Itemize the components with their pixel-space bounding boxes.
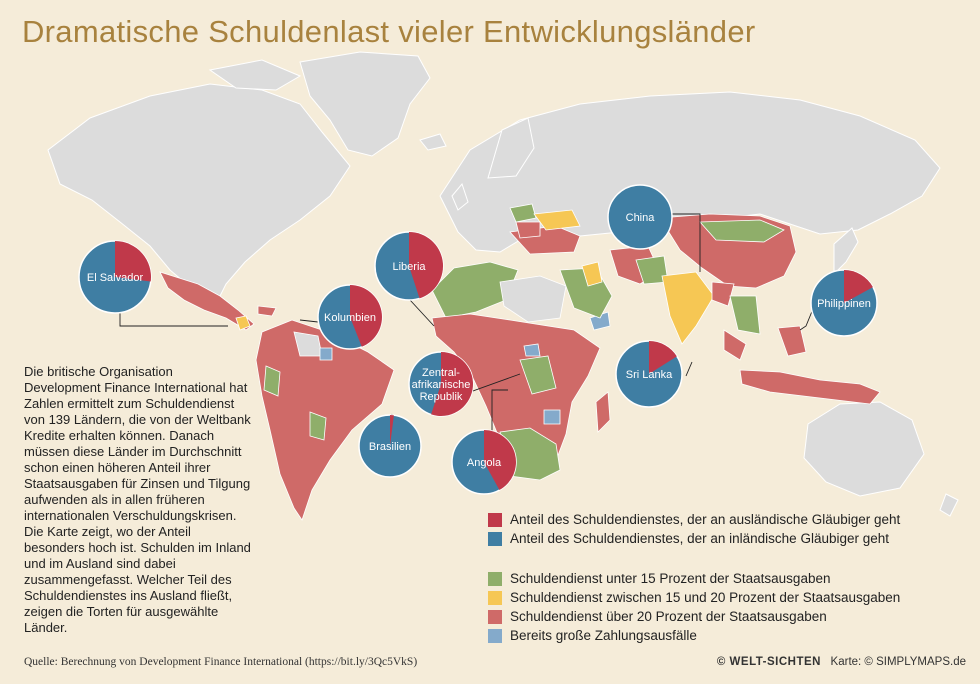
pie-label: Liberia: [392, 261, 426, 273]
japan: [833, 227, 859, 276]
britain: [451, 182, 469, 211]
legend-label: Bereits große Zahlungsausfälle: [510, 628, 697, 643]
legend-item-over-20: Schuldendienst über 20 Prozent der Staat…: [488, 607, 900, 626]
canada-islands: [208, 59, 302, 91]
pie-label: El Salvador: [87, 272, 144, 284]
legend-swatch: [488, 512, 502, 527]
north-america: [47, 83, 351, 309]
category-legend: Schuldendienst unter 15 Prozent der Staa…: [488, 569, 900, 645]
pie-label: Kolumbien: [324, 312, 376, 324]
pie-label: Philippinen: [817, 298, 871, 310]
greenland: [299, 51, 431, 157]
pie-legend: Anteil des Schuldendienstes, der an ausl…: [488, 510, 900, 548]
pie-zentral-afrikanischerepublik: Zentral-afrikanische Republik: [408, 351, 474, 417]
pie-angola: Angola: [451, 429, 517, 495]
page-title: Dramatische Schuldenlast vieler Entwickl…: [22, 14, 756, 49]
legend-label: Schuldendienst über 20 Prozent der Staat…: [510, 609, 827, 624]
source-note: Quelle: Berechnung von Development Finan…: [24, 656, 418, 668]
pie-foreign-share: [484, 430, 517, 491]
map-credit: Karte: © SIMPLYMAPS.de: [830, 656, 966, 668]
pie-label: China: [626, 212, 656, 224]
new-zealand: [939, 493, 959, 517]
legend-swatch: [488, 571, 502, 586]
legend-item-15-20: Schuldendienst zwischen 15 und 20 Prozen…: [488, 588, 900, 607]
eastern-europe: [509, 203, 581, 239]
pie-foreign-share: [431, 352, 474, 416]
central-america: [159, 271, 277, 331]
pie-foreign-share: [409, 232, 444, 299]
legend-swatch: [488, 609, 502, 624]
legend-label: Schuldendienst zwischen 15 und 20 Prozen…: [510, 590, 901, 605]
africa: [431, 261, 611, 481]
pie-label: Zentral-afrikanische Republik: [412, 367, 471, 403]
scandinavia: [487, 117, 535, 179]
pie-foreign-share: [350, 285, 382, 347]
pie-liberia: Liberia: [374, 231, 444, 301]
pie-foreign-share: [844, 270, 873, 303]
pie-charts: El Salvador Liberia Kolumbien Zentral-afrik…: [78, 184, 878, 495]
legend-swatch: [488, 590, 502, 605]
pie-kolumbien: Kolumbien: [317, 284, 383, 350]
pie-foreign-share: [390, 415, 394, 446]
pie-brasilien: Brasilien: [358, 414, 422, 478]
pie-foreign-share: [649, 341, 677, 374]
legend-label: Schuldendienst unter 15 Prozent der Staa…: [510, 571, 831, 586]
legend-label: Anteil des Schuldendienstes, der an ausl…: [510, 512, 901, 527]
south-america: [255, 319, 395, 521]
body-text: Die britische Organisation Development F…: [24, 362, 256, 640]
legend-item-under-15: Schuldendienst unter 15 Prozent der Staa…: [488, 569, 900, 588]
credit: © WELT-SICHTEN Karte: © SIMPLYMAPS.de: [717, 656, 966, 668]
pie-sri-lanka: Sri Lanka: [615, 340, 683, 408]
pie-el-salvador: El Salvador: [78, 240, 152, 314]
legend-item-default: Bereits große Zahlungsausfälle: [488, 626, 900, 645]
australia: [803, 401, 925, 497]
pie-domestic-share: [607, 184, 673, 250]
leader-lines: [119, 213, 816, 462]
pie-philippinen: Philippinen: [810, 269, 878, 337]
pie-label: Sri Lanka: [626, 369, 673, 381]
iceland: [419, 133, 447, 151]
pie-label: Brasilien: [369, 441, 411, 453]
legend-swatch: [488, 628, 502, 643]
pie-foreign-share: [115, 241, 152, 282]
legend-swatch: [488, 531, 502, 546]
legend-item-domestic: Anteil des Schuldendienstes, der an inlä…: [488, 529, 900, 548]
pie-china: China: [607, 184, 673, 250]
asia: [635, 213, 881, 405]
pie-label: Angola: [467, 457, 502, 469]
legend-label: Anteil des Schuldendienstes, der an inlä…: [510, 531, 890, 546]
legend-item-foreign: Anteil des Schuldendienstes, der an ausl…: [488, 510, 900, 529]
welt-sichten-logo: © WELT-SICHTEN: [716, 656, 821, 668]
